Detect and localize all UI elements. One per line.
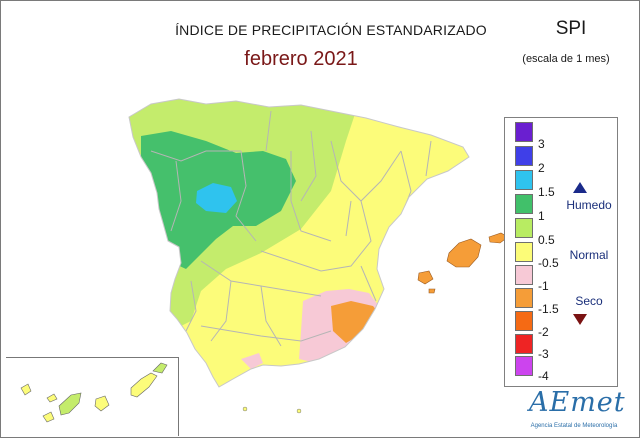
mallorca [446,238,482,268]
lanzarote [152,362,168,374]
legend-tick-minus-0-5: -0.5 [538,256,559,270]
legend-tick-2: 2 [538,161,545,175]
map-period: febrero 2021 [244,48,358,70]
ceuta [242,406,248,412]
legend-tick-1: 1 [538,209,545,223]
province-border [185,280,197,332]
gran-canaria [94,395,110,412]
legend-swatch [515,146,533,166]
legend-tick-0-5: 0.5 [538,233,555,247]
province-border [170,160,182,232]
map-title: ÍNDICE DE PRECIPITACIÓN ESTANDARIZADO [175,22,487,38]
legend-tick-minus-1-5: -1.5 [538,302,559,316]
province-border [150,150,241,162]
province-border [360,265,377,302]
legend-swatch [515,194,533,214]
province-border [210,280,232,342]
legend-swatch [515,311,533,331]
legend-swatch [515,170,533,190]
balearic-islands [417,232,509,294]
province-border [260,200,372,272]
province-border [290,151,332,242]
legend-tick-1-5: 1.5 [538,185,555,199]
formentera [428,288,436,294]
index-name: SPI [555,18,587,39]
legend-swatch [515,218,533,238]
slightly-wet-patch [301,139,331,181]
aemet-logo-text: AEmet [529,387,626,418]
legend-category-normal: Normal [569,248,609,262]
legend-swatch [515,288,533,308]
fuerteventura [130,372,158,398]
province-border [425,140,432,177]
legend-swatch [515,334,533,354]
legend: 3 2 1.5 1 0.5 -0.5 -1 -1.5 -2 -3 -4 Hume… [504,117,618,387]
mainland-fills [129,99,469,387]
legend-tick-minus-2: -2 [538,325,549,339]
legend-tick-minus-4: -4 [538,369,549,383]
legend-swatch [515,242,533,262]
province-border [235,150,257,242]
legend-tick-minus-3: -3 [538,347,549,361]
legend-category-wet: Humedo [566,198,612,212]
melilla [296,408,302,414]
ibiza [417,270,434,285]
el-hierro [42,411,55,423]
very-wet-zone [196,183,237,213]
canary-islands [20,362,168,423]
legend-category-dry: Seco [575,294,603,308]
province-border [265,110,272,152]
dry-arrow-icon [573,314,587,325]
legend-swatch [515,122,533,142]
legend-tick-minus-1: -1 [538,279,549,293]
mainland-outline [128,98,470,388]
moderately-dry-patch [241,353,263,369]
la-gomera [46,393,58,403]
aemet-logo: AEmet Agencia Estatal de Meteorología [517,379,627,435]
province-border [200,325,332,342]
aemet-logo-subtitle: Agencia Estatal de Meteorología [530,423,618,429]
legend-swatch [515,356,533,376]
la-palma [20,383,32,396]
tenerife [58,392,82,416]
province-border [300,130,317,202]
legend-tick-3: 3 [538,137,545,151]
province-border [345,200,352,237]
wet-arrow-icon [573,182,587,193]
legend-swatch [515,265,533,285]
scale-note: (escala de 1 mes) [522,53,610,65]
canary-islands-frame [6,357,179,436]
dry-zone [331,301,379,343]
